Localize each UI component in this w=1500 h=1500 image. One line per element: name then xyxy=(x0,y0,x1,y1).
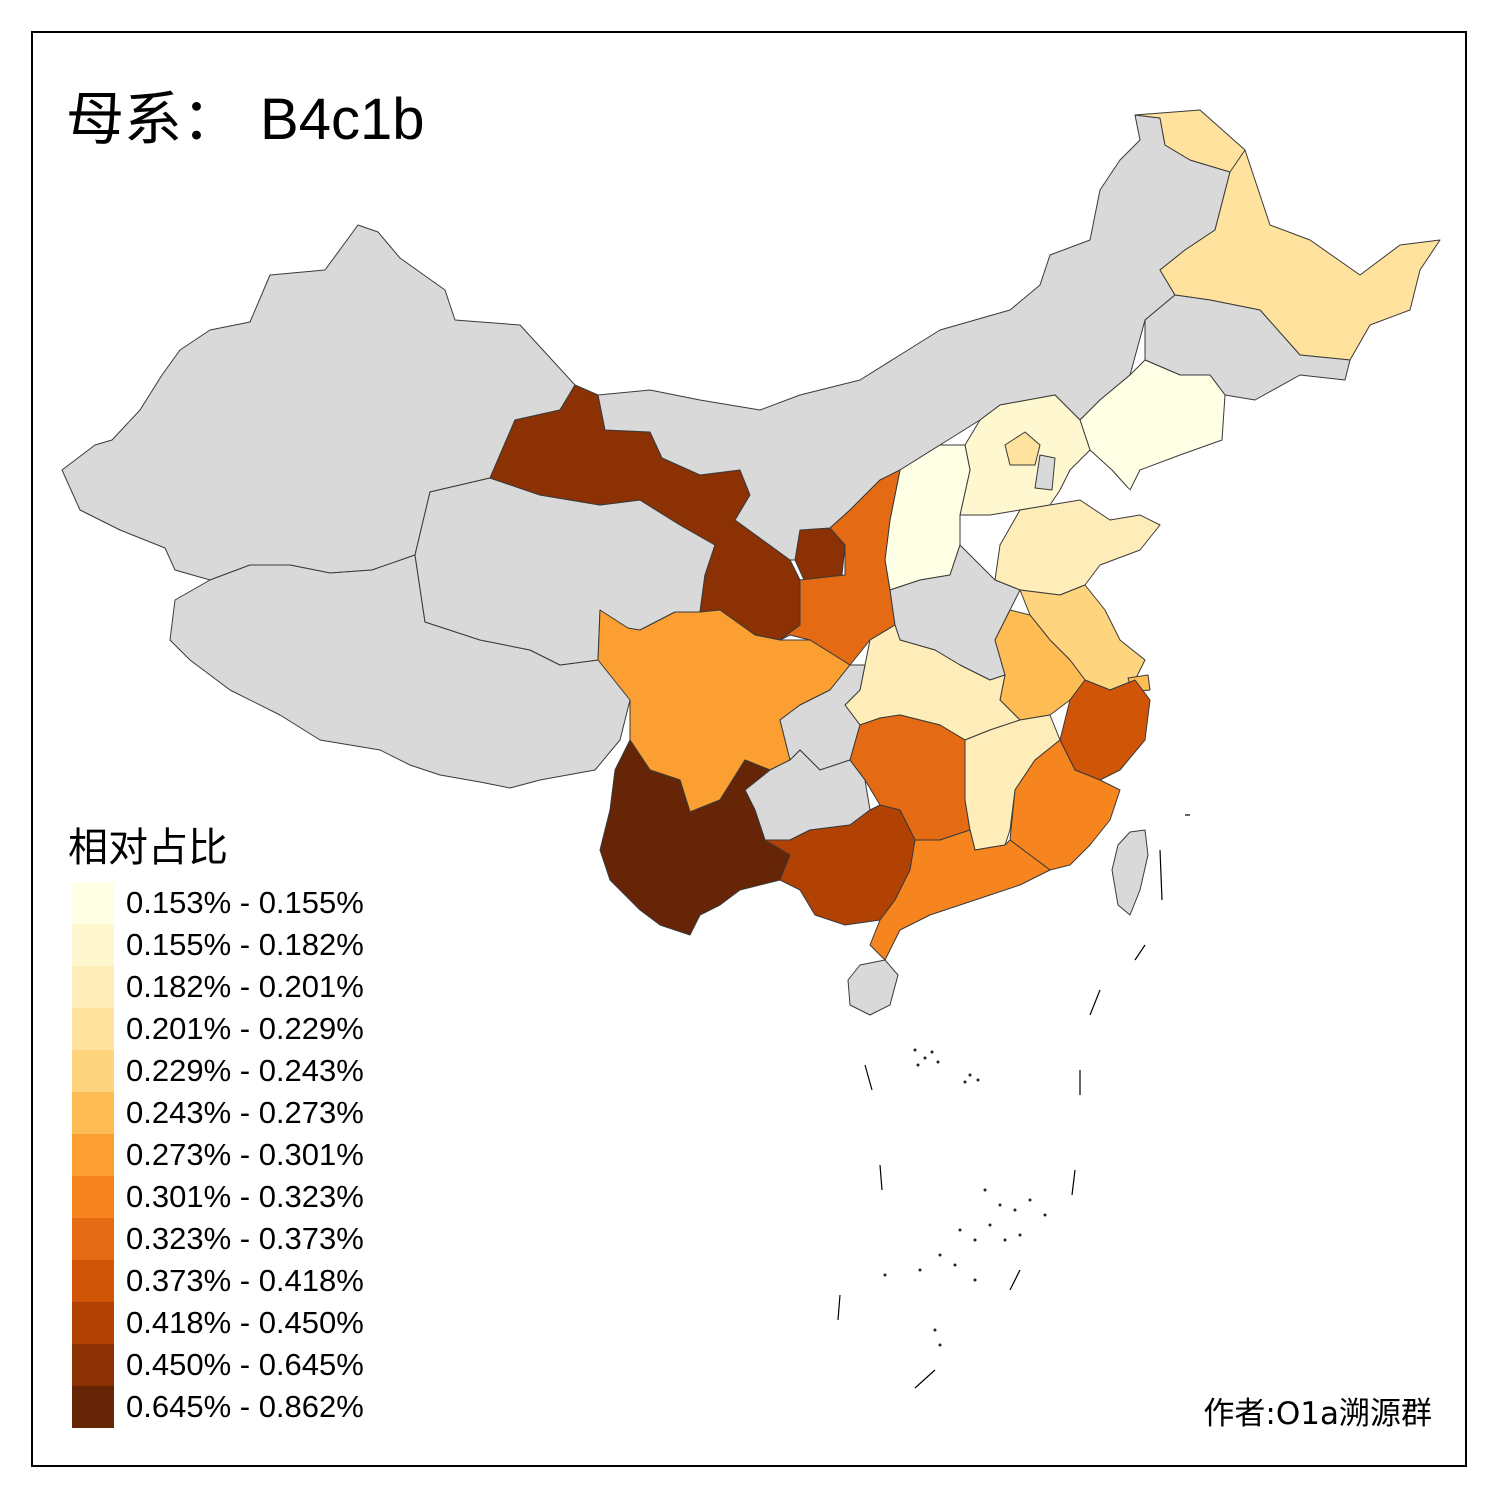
legend-swatch xyxy=(72,1050,114,1092)
legend-swatch xyxy=(72,1386,114,1428)
region-shandong xyxy=(994,499,1161,596)
island-dots xyxy=(883,1048,1047,1347)
legend-item: 0.418% - 0.450% xyxy=(72,1302,364,1344)
legend-label: 0.182% - 0.201% xyxy=(126,969,364,1004)
title-haplogroup: B4c1b xyxy=(260,87,425,152)
region-heilongjiang xyxy=(1134,109,1441,361)
legend-label: 0.229% - 0.243% xyxy=(126,1053,364,1088)
map-title: 母系： B4c1b xyxy=(66,72,425,156)
south-china-sea-islands xyxy=(837,814,1190,1389)
bohai-sea xyxy=(1080,470,1130,500)
region-hainan xyxy=(847,959,899,1016)
legend-title: 相对占比 xyxy=(68,825,228,871)
legend-swatch xyxy=(72,1092,114,1134)
region-tibet xyxy=(169,554,631,789)
legend-item: 0.645% - 0.862% xyxy=(72,1386,364,1428)
legend-item: 0.201% - 0.229% xyxy=(72,1008,364,1050)
legend-label: 0.323% - 0.373% xyxy=(126,1221,364,1256)
legend-item: 0.301% - 0.323% xyxy=(72,1176,364,1218)
title-prefix: 母系 xyxy=(66,85,183,153)
legend-swatch xyxy=(72,1008,114,1050)
legend-item: 0.323% - 0.373% xyxy=(72,1218,364,1260)
legend-item: 0.243% - 0.273% xyxy=(72,1092,364,1134)
legend: 0.153% - 0.155% 0.155% - 0.182% 0.182% - 0… xyxy=(72,882,364,1428)
legend-swatch xyxy=(72,966,114,1008)
legend-swatch xyxy=(72,924,114,966)
legend-label: 0.155% - 0.182% xyxy=(126,927,364,962)
region-beijing xyxy=(1004,431,1041,466)
legend-label: 0.243% - 0.273% xyxy=(126,1095,364,1130)
legend-label: 0.301% - 0.323% xyxy=(126,1179,364,1214)
legend-label: 0.153% - 0.155% xyxy=(126,885,364,920)
legend-label: 0.201% - 0.229% xyxy=(126,1011,364,1046)
region-guangdong xyxy=(869,829,1051,961)
map-frame xyxy=(31,31,1467,1467)
region-zhejiang xyxy=(1059,679,1151,781)
title-separator: ： xyxy=(182,85,241,153)
legend-label: 0.273% - 0.301% xyxy=(126,1137,364,1172)
author-credit: 作者:O1a溯源群 xyxy=(1203,1396,1432,1432)
legend-swatch xyxy=(72,1344,114,1386)
legend-label: 0.645% - 0.862% xyxy=(126,1389,364,1424)
legend-item: 0.373% - 0.418% xyxy=(72,1260,364,1302)
legend-swatch xyxy=(72,1260,114,1302)
legend-swatch xyxy=(72,1302,114,1344)
region-shaanxi xyxy=(779,469,901,666)
region-taiwan xyxy=(1111,829,1149,916)
legend-item: 0.182% - 0.201% xyxy=(72,966,364,1008)
legend-label: 0.373% - 0.418% xyxy=(126,1263,364,1298)
legend-item: 0.273% - 0.301% xyxy=(72,1134,364,1176)
region-anhui xyxy=(994,609,1086,721)
legend-swatch xyxy=(72,1134,114,1176)
legend-item: 0.153% - 0.155% xyxy=(72,882,364,924)
legend-swatch xyxy=(72,1176,114,1218)
legend-item: 0.229% - 0.243% xyxy=(72,1050,364,1092)
legend-label: 0.450% - 0.645% xyxy=(126,1347,364,1382)
legend-label: 0.418% - 0.450% xyxy=(126,1305,364,1340)
legend-swatch xyxy=(72,882,114,924)
legend-item: 0.155% - 0.182% xyxy=(72,924,364,966)
legend-item: 0.450% - 0.645% xyxy=(72,1344,364,1386)
region-tianjin xyxy=(1034,454,1056,491)
legend-swatch xyxy=(72,1218,114,1260)
